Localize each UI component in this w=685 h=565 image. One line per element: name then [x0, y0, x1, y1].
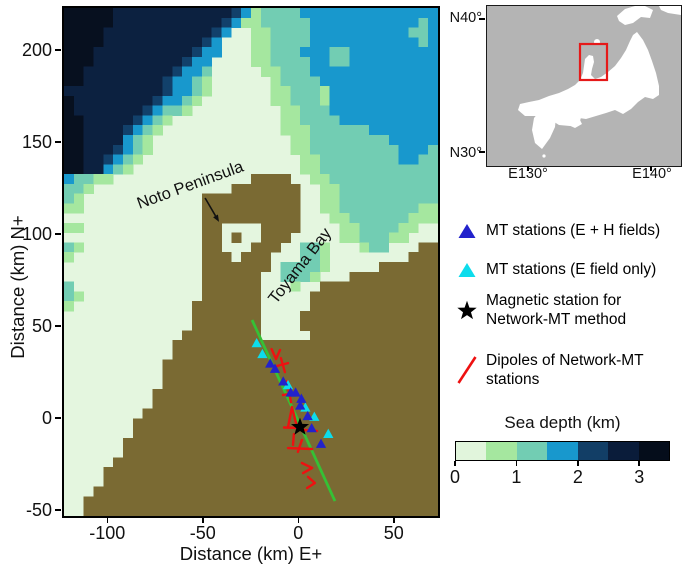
mt-station-eh-marker [296, 393, 307, 403]
mt-station-eh-marker [290, 387, 301, 397]
colorbar-segment [608, 442, 639, 460]
hokkaido-island [617, 6, 653, 25]
japan-map-svg [487, 6, 681, 166]
y-axis-tick [55, 324, 61, 327]
y-tick-label: 200 [21, 39, 52, 60]
red-dipole-icon [455, 354, 479, 386]
colorbar-segment [516, 442, 548, 460]
mt-station-e-marker [323, 428, 334, 438]
y-axis-tick [55, 416, 61, 419]
inset-label-n30: N30° [449, 145, 482, 161]
y-axis-title: Distance (km) N+ [7, 215, 28, 359]
colorbar-tick-label: 1 [511, 467, 522, 487]
network-mt-dipole [275, 361, 290, 368]
mt-station-eh-marker [315, 438, 327, 448]
study-area-box [578, 42, 609, 82]
network-mt-dipole [305, 475, 317, 490]
main-map: Noto Peninsula Toyama Bay [62, 6, 440, 518]
inset-tick-e130 [527, 166, 529, 171]
colorbar-tick [454, 461, 456, 466]
colorbar-tick-label: 0 [449, 467, 460, 487]
mt-station-eh-marker [269, 363, 281, 373]
colorbar-segment [486, 442, 517, 460]
colorbar-tick-label: 2 [572, 467, 583, 487]
y-axis-tick [55, 48, 61, 51]
network-mt-dipole [296, 438, 304, 454]
mt-station-e-marker [282, 379, 294, 390]
magnetic-station-marker [291, 417, 310, 435]
colorbar-segment [547, 442, 578, 460]
x-axis-tick [297, 517, 300, 523]
colorbar-segment [638, 442, 669, 460]
network-mt-dipole [286, 405, 299, 429]
network-mt-dipole [300, 461, 314, 475]
cyan-triangle-icon [455, 262, 479, 278]
y-tick-label: 0 [41, 407, 52, 428]
x-axis-tick [202, 517, 204, 523]
y-tick-label: 150 [21, 131, 52, 152]
x-axis-tick [106, 517, 109, 523]
small-island [542, 154, 546, 158]
colorbar-segment [577, 442, 609, 460]
mt-station-e-marker [257, 348, 268, 359]
y-axis-tick [55, 232, 61, 235]
inset-label-e140: E140° [632, 166, 672, 182]
mt-station-eh-marker [306, 422, 317, 433]
colorbar-title: Sea depth (km) [504, 413, 621, 432]
y-axis-tick [55, 140, 61, 143]
legend-label: MT stations (E field only) [486, 261, 657, 278]
legend-item-magnetic: Magnetic station for Network-MT method [455, 291, 626, 329]
colorbar-tick [515, 461, 518, 466]
colorbar-tick [638, 461, 641, 466]
colorbar-segment [456, 442, 487, 460]
legend-label: MT stations (E + H fields) [486, 222, 661, 239]
network-mt-dipole [286, 446, 314, 451]
inset-label-e130: E130° [508, 166, 548, 182]
x-axis-title: Distance (km) E+ [179, 543, 323, 564]
legend-item-mt-e: MT stations (E field only) [455, 260, 656, 279]
legend-item-mt-eh: MT stations (E + H fields) [455, 221, 660, 240]
mt-station-eh-marker [295, 400, 306, 410]
inset-tick-e140 [650, 166, 652, 171]
legend-label: Dipoles of Network-MT stations [486, 352, 644, 388]
noto-arrow-head [213, 214, 220, 222]
kyushu-island [532, 110, 556, 149]
y-tick-label: 100 [21, 223, 52, 244]
bathymetry-grid [64, 8, 438, 516]
shikoku-island [551, 111, 582, 126]
network-mt-dipole [291, 432, 296, 447]
hokkaido-east [659, 6, 681, 15]
mt-station-eh-marker [278, 376, 289, 386]
colorbar-tick-label: 3 [634, 467, 645, 487]
colorbar [455, 441, 670, 461]
y-axis-tick [55, 508, 61, 511]
x-tick-label: 50 [383, 523, 404, 543]
mt-station-eh-marker [265, 358, 276, 368]
inset-japan-map [486, 5, 682, 167]
black-star-icon [455, 297, 479, 323]
noto-arrow-line [204, 197, 217, 217]
blue-triangle-icon [455, 223, 479, 239]
x-tick-label: -50 [189, 523, 216, 543]
y-tick-label: 50 [31, 315, 52, 336]
x-axis-tick [393, 517, 395, 523]
x-tick-label: -100 [89, 523, 126, 543]
y-tick-label: -50 [25, 499, 52, 520]
x-tick-label: 0 [293, 523, 304, 543]
legend-item-dipoles: Dipoles of Network-MT stations [455, 351, 644, 389]
colorbar-tick [577, 461, 579, 466]
network-mt-dipole [270, 347, 282, 361]
inset-tick-n30 [479, 151, 485, 153]
mt-station-e-marker [251, 337, 262, 348]
inset-label-n40: N40° [449, 10, 482, 26]
mt-station-eh-marker [302, 410, 313, 421]
inset-tick-n40 [479, 18, 485, 20]
legend-label: Magnetic station for Network-MT method [486, 292, 627, 328]
